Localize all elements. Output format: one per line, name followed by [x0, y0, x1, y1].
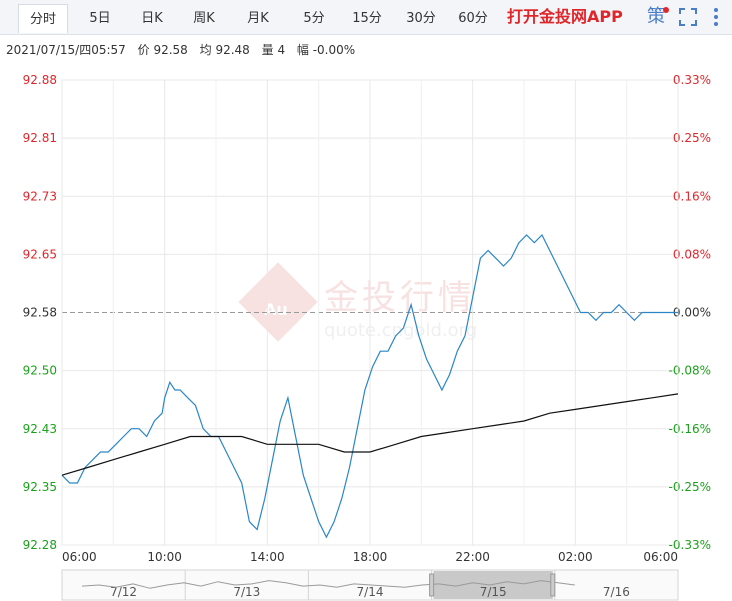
pct-tick-label: 0.00% — [673, 306, 711, 320]
navigator-label: 7/12 — [110, 585, 137, 599]
y-tick-label: 92.35 — [23, 480, 57, 494]
y-tick-label: 92.43 — [23, 422, 57, 436]
navigator-handle-left — [429, 573, 435, 597]
quote-change: 幅 -0.00% — [296, 43, 356, 57]
quote-average: 均 92.48 — [199, 43, 250, 57]
intraday-chart[interactable]: 92.88 0.33% 92.81 0.25% 92.73 0.16% 92.65 0.08%… — [0, 60, 732, 601]
quote-datetime: 2021/07/15/四05:57 — [6, 43, 126, 57]
x-tick-label: 18:00 — [353, 550, 388, 564]
x-tick-label: 22:00 — [455, 550, 490, 564]
navigator-handle-right — [550, 573, 556, 597]
more-menu-icon[interactable] — [705, 3, 727, 31]
fullscreen-icon[interactable] — [677, 3, 699, 31]
y-tick-label: 92.50 — [23, 364, 57, 378]
strategy-label: 策 — [647, 6, 665, 27]
pct-tick-label: 0.33% — [673, 73, 711, 87]
tab-7[interactable]: 30分 — [406, 11, 436, 26]
tab-0[interactable]: 分时 — [18, 4, 68, 33]
navigator-label: 7/13 — [233, 585, 260, 599]
quote-volume: 量 4 — [261, 43, 286, 57]
x-tick-label: 06:00 — [643, 550, 678, 564]
strategy-icon[interactable]: 策 — [645, 3, 669, 31]
navigator-label: 7/14 — [357, 585, 384, 599]
quote-price: 价 92.58 — [137, 43, 188, 57]
navigator-label: 7/16 — [603, 585, 630, 599]
average-series-line — [61, 393, 679, 476]
tab-6[interactable]: 15分 — [352, 11, 382, 26]
x-tick-label: 10:00 — [147, 550, 182, 564]
navigator-mini-line — [81, 580, 575, 589]
tab-5[interactable]: 5分 — [303, 11, 325, 26]
tab-1[interactable]: 5日 — [89, 11, 111, 26]
pct-tick-label: 0.08% — [673, 247, 711, 261]
pct-tick-label: 0.25% — [673, 131, 711, 145]
x-tick-label: 14:00 — [250, 550, 285, 564]
y-tick-label: 92.81 — [23, 131, 57, 145]
y-tick-label: 92.28 — [23, 538, 57, 552]
y-tick-label: 92.65 — [23, 247, 57, 261]
tab-8[interactable]: 60分 — [458, 11, 488, 26]
quote-info-bar: 2021/07/15/四05:57 价 92.58 均 92.48 量 4 幅 … — [6, 41, 363, 59]
tab-2[interactable]: 日K — [141, 11, 163, 26]
navigator-selection — [433, 571, 553, 599]
pct-tick-label: -0.25% — [669, 480, 711, 494]
x-tick-label: 06:00 — [62, 550, 97, 564]
pct-tick-label: -0.08% — [669, 364, 711, 378]
tab-4[interactable]: 月K — [247, 11, 269, 26]
y-tick-label: 92.58 — [23, 306, 57, 320]
y-tick-label: 92.73 — [23, 189, 57, 203]
pct-tick-label: -0.33% — [669, 538, 711, 552]
tab-3[interactable]: 周K — [193, 11, 215, 26]
navigator-label: 7/15 — [480, 585, 507, 599]
price-series-line — [61, 233, 678, 539]
period-tab-bar: 分时 5日 日K 周K 月K 5分 15分 30分 60分 — [0, 0, 732, 35]
open-app-link[interactable]: 打开金投网APP — [507, 7, 623, 26]
notification-dot — [663, 7, 669, 13]
pct-tick-label: 0.16% — [673, 189, 711, 203]
x-tick-label: 02:00 — [558, 550, 593, 564]
pct-tick-label: -0.16% — [669, 422, 711, 436]
y-tick-label: 92.88 — [23, 73, 57, 87]
